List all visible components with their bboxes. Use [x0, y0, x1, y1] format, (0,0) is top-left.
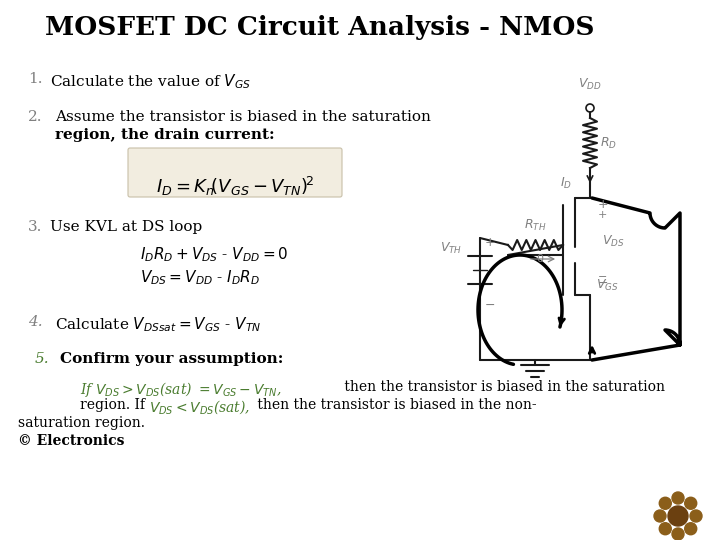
Text: 0: 0 [536, 254, 544, 264]
Text: © Electronics: © Electronics [18, 434, 125, 448]
Text: region. If: region. If [80, 398, 149, 412]
Text: Use KVL at DS loop: Use KVL at DS loop [50, 220, 202, 234]
Text: 2.: 2. [28, 110, 42, 124]
Text: saturation region.: saturation region. [18, 416, 145, 430]
Text: +: + [598, 210, 608, 220]
Text: −: − [598, 277, 608, 290]
Text: then the transistor is biased in the non-: then the transistor is biased in the non… [253, 398, 536, 412]
Text: Confirm your assumption:: Confirm your assumption: [60, 352, 284, 366]
FancyBboxPatch shape [128, 148, 342, 197]
Text: Assume the transistor is biased in the saturation: Assume the transistor is biased in the s… [55, 110, 431, 124]
Text: $I_D R_D + V_{DS}$ - $V_{DD} = 0$: $I_D R_D + V_{DS}$ - $V_{DD} = 0$ [140, 245, 289, 264]
Text: −: − [598, 272, 608, 282]
Text: region, the drain current:: region, the drain current: [55, 128, 274, 142]
Text: +: + [598, 198, 608, 211]
Text: Calculate the value of $V_{GS}$: Calculate the value of $V_{GS}$ [50, 72, 251, 91]
Text: Calculate $V_{DSsat} = V_{GS}$ - $V_{TN}$: Calculate $V_{DSsat} = V_{GS}$ - $V_{TN}… [55, 315, 261, 334]
Text: 1.: 1. [28, 72, 42, 86]
Circle shape [690, 510, 702, 522]
Text: $R_{TH}$: $R_{TH}$ [524, 218, 546, 233]
Text: $R_D$: $R_D$ [600, 136, 617, 151]
Circle shape [685, 497, 697, 509]
Text: 5.: 5. [35, 352, 50, 366]
Text: +: + [485, 237, 495, 249]
Text: $V_{DS}$: $V_{DS}$ [602, 233, 624, 248]
Text: 3.: 3. [28, 220, 42, 234]
Text: If $V_{DS}>V_{DS}$(sat) $= V_{GS}-V_{TN}$,: If $V_{DS}>V_{DS}$(sat) $= V_{GS}-V_{TN}… [80, 380, 282, 399]
Circle shape [672, 528, 684, 540]
Text: $I_D = K_n\!\left(V_{GS} - V_{TN}\right)^{\!2}$: $I_D = K_n\!\left(V_{GS} - V_{TN}\right)… [156, 175, 314, 198]
Circle shape [660, 523, 671, 535]
Circle shape [660, 497, 671, 509]
Circle shape [654, 510, 666, 522]
Text: −: − [485, 299, 495, 312]
Text: $V_{DS} = V_{DD}$ - $I_D R_D$: $V_{DS} = V_{DD}$ - $I_D R_D$ [140, 268, 260, 287]
Circle shape [668, 506, 688, 526]
Text: $V_{DD}$: $V_{DD}$ [578, 77, 602, 92]
Text: then the transistor is biased in the saturation: then the transistor is biased in the sat… [340, 380, 665, 394]
Text: MOSFET DC Circuit Analysis - NMOS: MOSFET DC Circuit Analysis - NMOS [45, 15, 595, 40]
Circle shape [685, 523, 697, 535]
Text: $V_{GS}$: $V_{GS}$ [596, 278, 618, 293]
Text: $V_{DS}<V_{DS}$(sat),: $V_{DS}<V_{DS}$(sat), [149, 398, 251, 416]
Circle shape [672, 492, 684, 504]
Text: $I_D$: $I_D$ [560, 176, 572, 191]
Text: $V_{TH}$: $V_{TH}$ [440, 240, 462, 255]
Text: 4.: 4. [28, 315, 42, 329]
